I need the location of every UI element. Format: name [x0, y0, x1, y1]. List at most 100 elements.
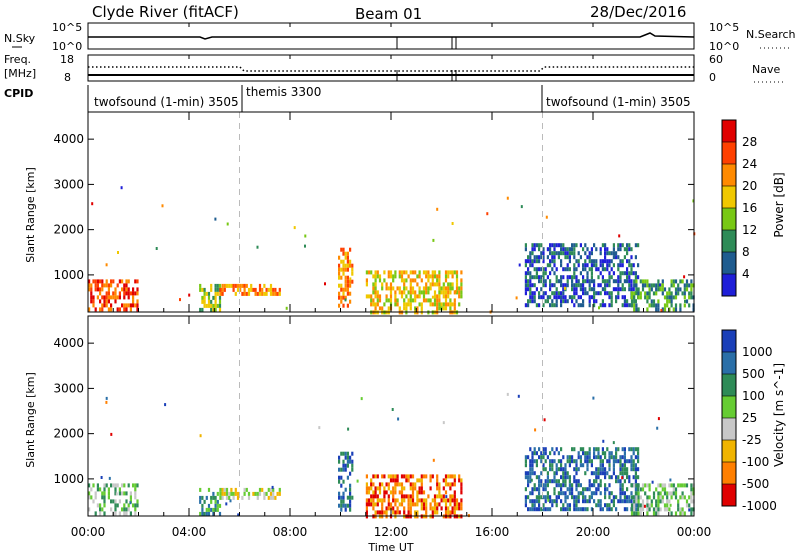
- echo-cell: [118, 511, 121, 516]
- echo-cell: [444, 502, 448, 507]
- echo-cell: [385, 294, 388, 299]
- echo-cell: [258, 291, 262, 296]
- echo-cell: [201, 299, 204, 304]
- echo-cell: [272, 491, 275, 496]
- echo-cell: [657, 287, 660, 292]
- echo-cell: [228, 283, 231, 288]
- echo-cell: [414, 278, 417, 283]
- echo-cell: [560, 459, 563, 464]
- echo-cell: [555, 291, 558, 296]
- echo-cell: [105, 303, 108, 308]
- echo-cell: [427, 298, 430, 303]
- echo-cell: [458, 506, 461, 511]
- echo-cell: [431, 282, 434, 287]
- echo-cell: [634, 291, 637, 296]
- echo-cell: [615, 459, 618, 464]
- echo-cell: [201, 511, 204, 516]
- echo-cell: [606, 503, 609, 508]
- echo-cell: [621, 447, 624, 452]
- echo-cell: [560, 279, 563, 284]
- echo-cell: [606, 259, 609, 264]
- echo-cell: [454, 290, 457, 294]
- echo-cell: [403, 510, 406, 515]
- echo-cell: [579, 243, 582, 248]
- echo-cell: [628, 475, 631, 480]
- echo-cell: [677, 499, 680, 504]
- echo-cell: [577, 455, 580, 460]
- echo-cell: [601, 259, 604, 264]
- echo-cell: [203, 299, 206, 304]
- echo-cell: [661, 487, 664, 492]
- echo-cell: [639, 279, 642, 284]
- echo-cell: [349, 495, 352, 500]
- echo-cell: [542, 255, 545, 260]
- colorbar-tick-label: 100: [742, 389, 765, 403]
- echo-cell: [679, 507, 682, 512]
- echo-cell: [553, 491, 556, 496]
- echo-cell: [608, 507, 611, 512]
- echo-cell: [690, 291, 693, 296]
- echo-cell: [573, 495, 576, 500]
- echo-cell: [549, 303, 552, 308]
- echo-cell: [681, 279, 684, 284]
- echo-cell: [432, 458, 435, 462]
- echo-cell: [535, 271, 538, 276]
- echo-cell: [524, 259, 527, 264]
- echo-cell: [394, 474, 397, 479]
- echo-cell: [346, 475, 349, 480]
- echo-cell: [529, 491, 532, 496]
- echo-cell: [340, 299, 343, 304]
- echo-cell: [110, 432, 113, 436]
- echo-cell: [116, 295, 119, 300]
- echo-cell: [398, 502, 401, 507]
- echo-cell: [387, 286, 390, 291]
- echo-cell: [225, 491, 229, 496]
- echo-cell: [668, 499, 671, 504]
- echo-cell: [531, 263, 534, 268]
- echo-cell: [549, 495, 552, 500]
- echo-cell: [542, 451, 545, 456]
- echo-cell: [342, 271, 345, 276]
- echo-cell: [677, 507, 680, 512]
- echo-cell: [453, 306, 456, 311]
- echo-cell: [626, 267, 629, 272]
- echo-cell: [683, 495, 686, 500]
- echo-cell: [370, 298, 373, 303]
- echo-cell: [338, 455, 341, 460]
- echo-cell: [540, 255, 543, 260]
- echo-cell: [588, 479, 591, 484]
- echo-cell: [619, 275, 622, 280]
- echo-cell: [506, 392, 509, 396]
- echo-cell: [588, 267, 591, 272]
- echo-cell: [518, 263, 521, 267]
- echo-cell: [411, 270, 415, 275]
- echo-cell: [597, 283, 600, 288]
- echo-cell: [657, 491, 660, 496]
- echo-cell: [529, 475, 532, 480]
- echo-cell: [623, 479, 626, 484]
- echo-cell: [105, 483, 108, 488]
- echo-cell: [403, 306, 406, 311]
- echo-cell: [540, 243, 543, 248]
- echo-cell: [571, 283, 574, 288]
- echo-cell: [555, 299, 558, 304]
- echo-cell: [562, 491, 565, 496]
- echo-cell: [374, 286, 377, 291]
- echo-cell: [453, 482, 456, 487]
- echo-cell: [542, 251, 545, 256]
- echo-cell: [634, 467, 637, 472]
- echo-cell: [604, 287, 607, 292]
- echo-cell: [383, 474, 386, 479]
- echo-cell: [258, 491, 262, 496]
- echo-cell: [546, 507, 549, 512]
- echo-cell: [247, 287, 251, 292]
- echo-cell: [91, 202, 94, 206]
- echo-cell: [630, 491, 633, 496]
- echo-cell: [641, 283, 645, 288]
- echo-cell: [351, 463, 354, 468]
- echo-cell: [527, 283, 530, 288]
- echo-cell: [383, 302, 386, 307]
- echo-cell: [349, 487, 352, 492]
- echo-cell: [425, 298, 428, 303]
